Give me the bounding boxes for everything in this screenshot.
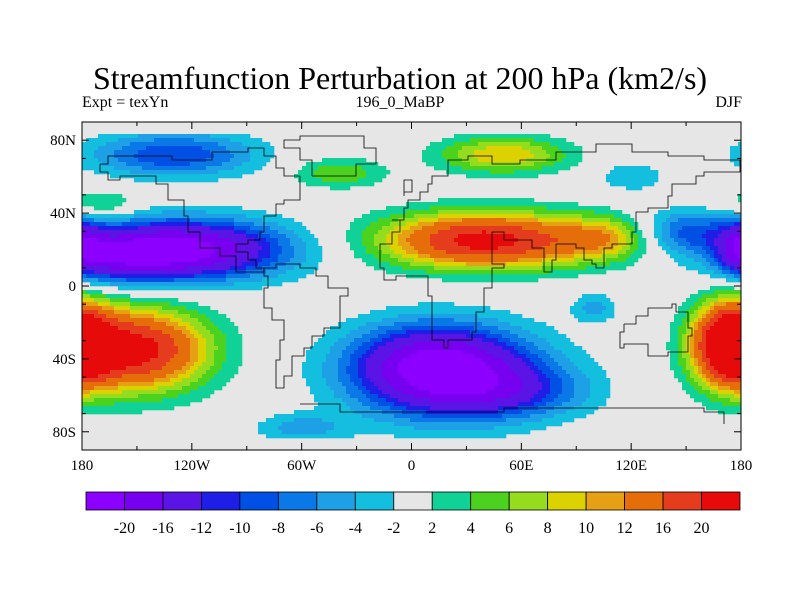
lat-tick-label: 40S [53,352,76,368]
lon-tick-label: 120W [173,458,211,474]
colorbar-box [85,491,125,511]
colorbar-box [316,491,356,511]
lon-tick-label: 180 [730,458,753,474]
colorbar-box [239,491,279,511]
case-label: 196_0_MaBP [355,94,445,111]
colorbar-box [162,491,202,511]
lon-tick-label: 0 [408,458,416,474]
lat-tick-label: 0 [69,279,77,295]
colorbar-label: 16 [655,520,671,537]
colorbar-box [508,491,549,511]
colorbar-label: -10 [229,520,250,537]
lon-tick-label: 120E [615,458,647,474]
colorbar-box [124,491,164,511]
lon-tick-label: 60E [509,458,533,474]
colorbar-box [585,491,625,511]
colorbar-label: 8 [544,520,552,537]
lon-tick-label: 180 [71,458,94,474]
colorbar-box [662,491,702,511]
colorbar-box [431,491,472,511]
colorbar-label: 20 [694,520,710,537]
colorbar-label: -4 [349,520,362,537]
colorbar-label: 10 [578,520,594,537]
colorbar-box [393,491,433,511]
coastlines [99,135,741,424]
colorbar-box [701,491,741,511]
colorbar-label: -16 [152,520,173,537]
colorbar-label: 4 [467,520,475,537]
colorbar-box [277,491,318,511]
colorbar-label: -8 [272,520,285,537]
colorbar-label: -2 [387,520,400,537]
lat-tick-label: 80N [50,133,76,149]
colorbar-label: 6 [505,520,513,537]
colorbar-label: -20 [114,520,135,537]
lat-tick-label: 40N [50,206,76,222]
colorbar-box [354,491,395,511]
lon-tick-label: 60W [287,458,317,474]
colorbar-box [470,491,510,511]
colorbar-box [624,491,664,511]
field-cells [82,134,742,439]
colorbar-label: 12 [617,520,633,537]
colorbar-label: -6 [310,520,323,537]
colorbar-box [201,491,241,511]
map-title: Streamfunction Perturbation at 200 hPa (… [92,60,708,96]
season-label: DJF [715,94,742,111]
colorbar-box [547,491,587,511]
lat-tick-label: 80S [53,425,76,441]
colorbar-label: 2 [428,520,436,537]
colorbar-label: -12 [191,520,212,537]
experiment-label: Expt = texYn [82,94,169,111]
